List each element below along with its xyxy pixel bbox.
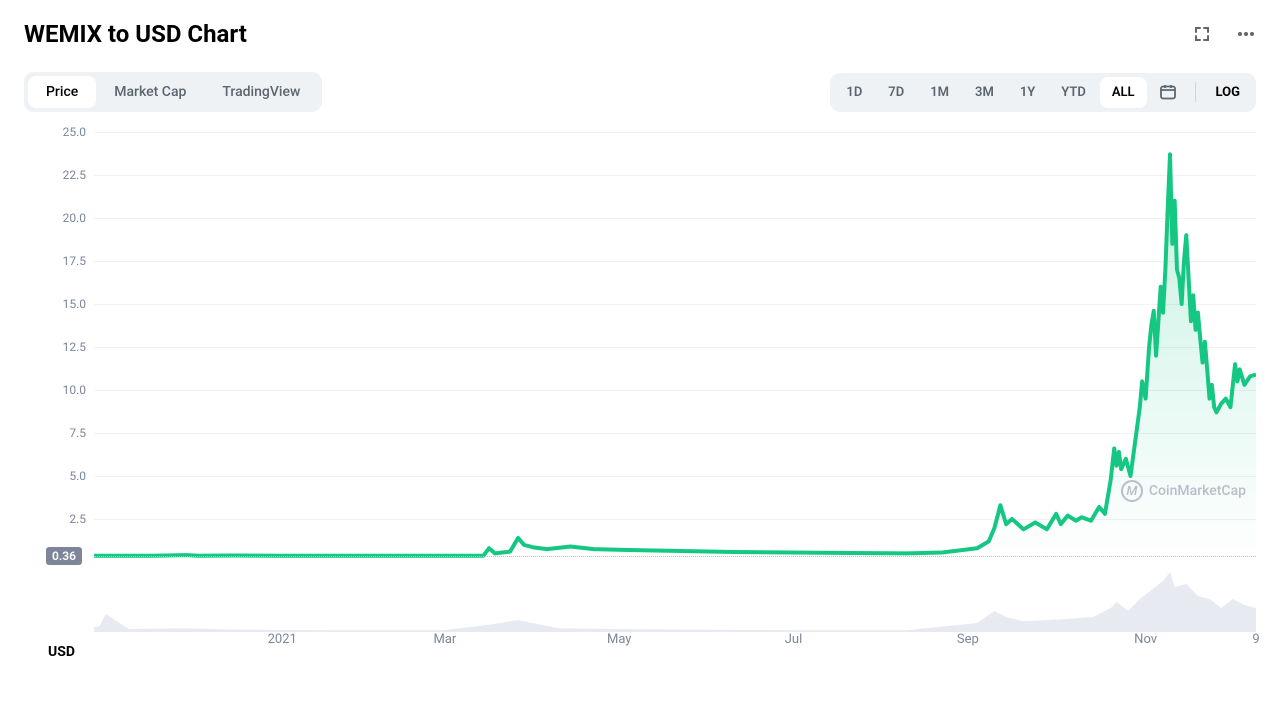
y-tick: 20.0 [63, 211, 86, 225]
y-tick: 17.5 [63, 254, 86, 268]
y-axis: 25.022.520.017.515.012.510.07.55.02.50.3… [24, 132, 94, 562]
volume-chart [94, 572, 1256, 632]
chart-plot: M CoinMarketCap [94, 132, 1256, 562]
start-value-badge: 0.36 [46, 547, 82, 565]
x-tick: Sep [957, 632, 979, 647]
tab-tradingview[interactable]: TradingView [204, 76, 318, 108]
watermark: M CoinMarketCap [1121, 480, 1246, 502]
x-tick: May [607, 632, 631, 647]
range-1m[interactable]: 1M [918, 77, 961, 108]
range-1d[interactable]: 1D [834, 77, 874, 108]
x-tick: Mar [434, 632, 457, 647]
range-all[interactable]: ALL [1100, 77, 1147, 108]
range-1y[interactable]: 1Y [1008, 77, 1047, 108]
x-tick: 9 [1252, 632, 1259, 647]
range-3m[interactable]: 3M [963, 77, 1006, 108]
more-icon[interactable] [1236, 24, 1256, 44]
x-tick: Nov [1134, 632, 1157, 647]
time-range-tabs: 1D7D1M3M1YYTDALL LOG [830, 73, 1256, 112]
divider [1195, 82, 1196, 102]
y-tick: 12.5 [63, 340, 86, 354]
y-tick: 10.0 [63, 383, 86, 397]
log-scale-button[interactable]: LOG [1204, 77, 1252, 108]
calendar-icon[interactable] [1149, 77, 1187, 107]
x-tick: 2021 [268, 632, 297, 647]
price-line [94, 132, 1256, 562]
watermark-icon: M [1121, 480, 1143, 502]
page-title: WEMIX to USD Chart [24, 20, 247, 48]
y-tick: 15.0 [63, 297, 86, 311]
watermark-label: CoinMarketCap [1149, 483, 1246, 499]
currency-label: USD [48, 644, 75, 660]
y-tick: 22.5 [63, 168, 86, 182]
x-axis: 2021 Mar May Jul Sep Nov 9 [94, 632, 1256, 662]
y-tick: 2.5 [69, 512, 86, 526]
tab-market-cap[interactable]: Market Cap [96, 76, 204, 108]
range-ytd[interactable]: YTD [1049, 77, 1098, 108]
x-tick: Jul [785, 632, 803, 647]
fullscreen-icon[interactable] [1192, 24, 1212, 44]
y-tick: 7.5 [69, 426, 86, 440]
y-tick: 5.0 [69, 469, 86, 483]
price-chart: 25.022.520.017.515.012.510.07.55.02.50.3… [24, 132, 1256, 662]
chart-mode-tabs: PriceMarket CapTradingView [24, 72, 322, 112]
y-tick: 25.0 [63, 125, 86, 139]
tab-price[interactable]: Price [28, 76, 96, 108]
volume-bars [94, 572, 1256, 632]
range-7d[interactable]: 7D [876, 77, 916, 108]
reference-line [94, 556, 1256, 557]
